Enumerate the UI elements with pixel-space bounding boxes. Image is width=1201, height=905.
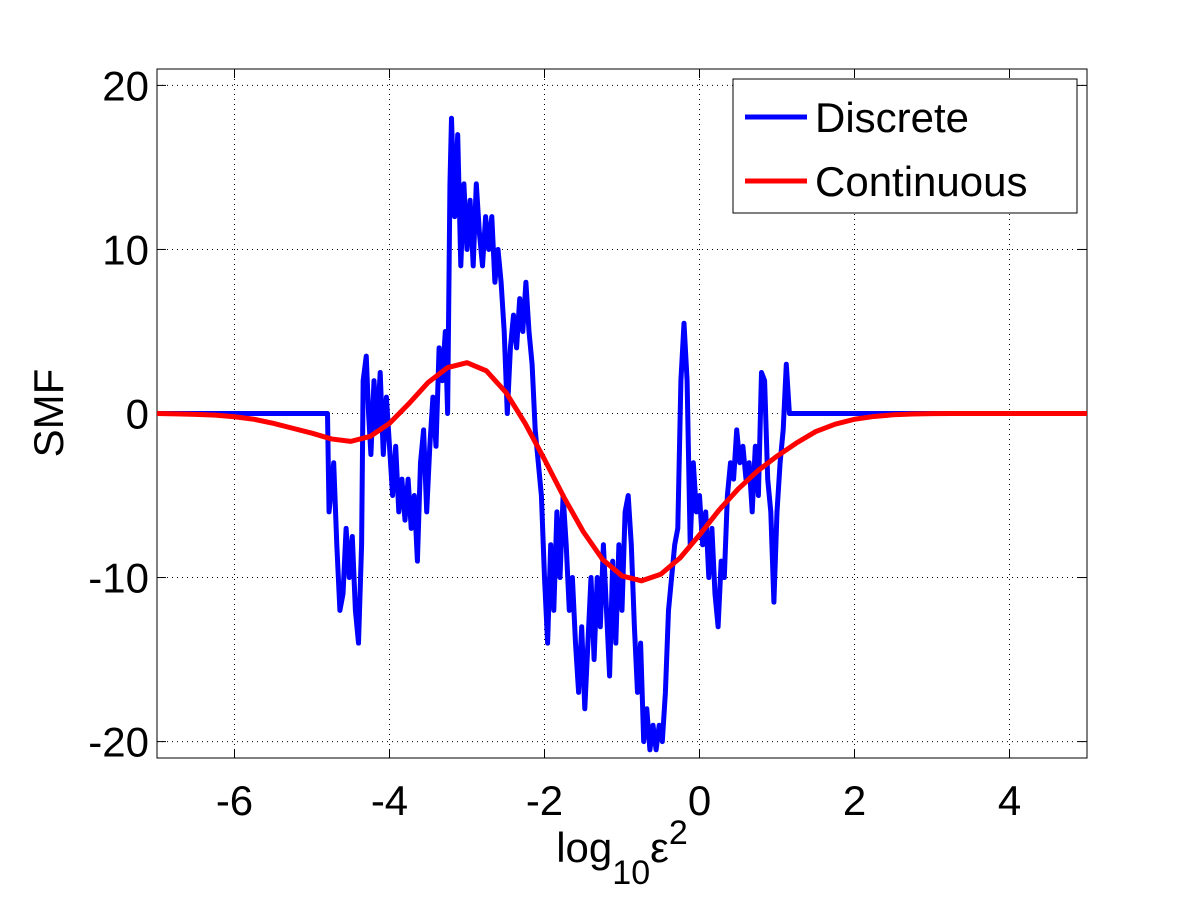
data-line [157, 115, 1087, 753]
x-label-main: ε [650, 824, 669, 871]
legend-label: Continuous [815, 158, 1027, 205]
y-tick-label: -20 [88, 719, 149, 766]
x-tick-label: -6 [216, 777, 253, 824]
data-line [156, 360, 1087, 584]
x-tick-label: 4 [998, 777, 1021, 824]
x-tick-label: 0 [688, 777, 711, 824]
x-tick-label: -2 [526, 777, 563, 824]
y-axis-label: SMF [25, 369, 72, 458]
x-tick-label: 2 [843, 777, 866, 824]
y-tick-label: 10 [102, 226, 149, 273]
x-label-sup: 2 [669, 814, 688, 852]
y-tick-label: -10 [88, 555, 149, 602]
legend-box [732, 78, 1078, 214]
y-tick-label: 20 [102, 62, 149, 109]
legend-label: Discrete [815, 94, 969, 141]
x-tick-label: -4 [371, 777, 408, 824]
y-tick-label: 0 [126, 391, 149, 438]
x-axis-label: log10ε2 [556, 814, 688, 892]
x-label-sub: 10 [612, 854, 650, 892]
x-label-base: log [556, 824, 612, 871]
